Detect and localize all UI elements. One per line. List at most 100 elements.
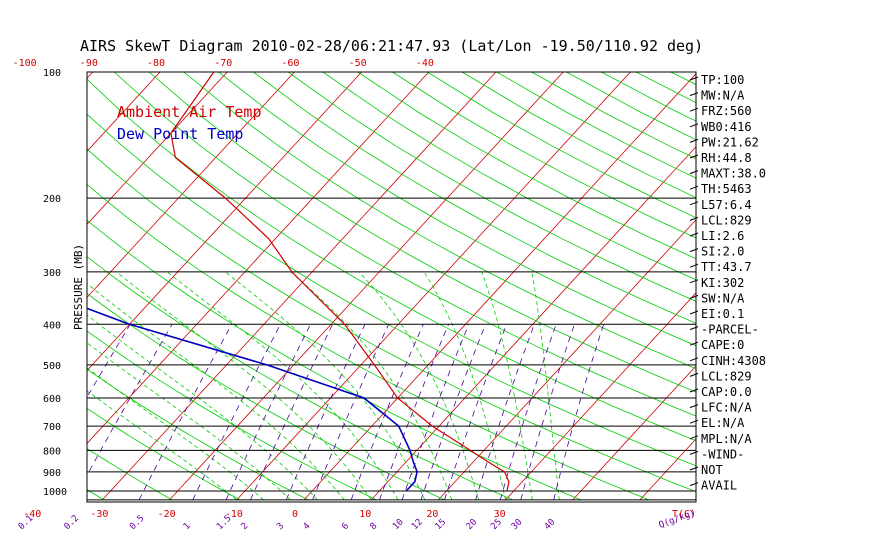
mixing-ratio-line — [499, 324, 557, 501]
moist-adiabat — [531, 271, 560, 500]
mixing-ratio-line — [138, 324, 233, 501]
mixing-ratio-line — [553, 324, 604, 500]
index-tick — [689, 294, 699, 299]
mixing-ratio-tick: 40 — [543, 517, 558, 532]
moist-adiabat — [166, 271, 399, 501]
index-tick — [689, 388, 699, 393]
top-temp-tick: -90 — [80, 58, 98, 69]
index-tick — [689, 482, 699, 487]
isotherm-line — [303, 73, 696, 501]
mixing-ratio-tick: 0.5 — [128, 514, 147, 533]
moist-adiabat — [481, 271, 533, 500]
mixing-ratio-tick: 6 — [340, 521, 351, 532]
index-tick — [689, 419, 699, 424]
index-tick — [689, 123, 699, 128]
index-tick — [689, 466, 699, 471]
dry-adiabat — [148, 72, 696, 393]
dry-adiabat — [87, 78, 696, 442]
dry-adiabat — [87, 113, 696, 467]
top-temp-tick: -50 — [349, 58, 367, 69]
index-tick — [689, 357, 699, 362]
pressure-tick-label: 500 — [43, 361, 61, 372]
mixing-ratio-tick: 12 — [410, 517, 425, 532]
top-temp-tick: -60 — [281, 58, 299, 69]
moist-adiabat — [358, 271, 480, 501]
mixing-ratio-line — [420, 324, 486, 501]
index-item: LFC:N/A — [701, 401, 752, 415]
dry-adiabat — [87, 407, 241, 501]
mixing-ratio-line — [475, 324, 535, 501]
index-tick — [689, 185, 699, 190]
index-item: MW:N/A — [701, 89, 745, 103]
pressure-tick-label: 600 — [43, 394, 61, 405]
ambient-temp-line — [170, 72, 510, 492]
index-item: CAP:0.0 — [701, 385, 752, 399]
index-item: EI:0.1 — [701, 307, 744, 321]
dry-adiabat — [87, 489, 105, 501]
dry-adiabat — [253, 72, 696, 324]
mixing-ratio-line — [312, 324, 389, 501]
dry-adiabat — [287, 72, 696, 302]
index-tick — [689, 310, 699, 315]
index-item: TT:43.7 — [701, 260, 752, 274]
isotherm-line — [87, 72, 362, 372]
index-tick — [689, 372, 699, 377]
bottom-temp-tick: -40 — [23, 509, 41, 520]
index-tick — [689, 76, 699, 81]
mixing-ratio-line — [379, 324, 449, 501]
bottom-temp-tick: -20 — [158, 509, 176, 520]
index-tick — [689, 92, 699, 97]
series-layer — [87, 72, 510, 492]
index-tick — [689, 154, 699, 159]
dry-adiabat — [322, 72, 696, 281]
pressure-lines — [87, 197, 696, 501]
moist-adiabat — [225, 271, 426, 501]
mixing-ratio-tick: 20 — [465, 517, 480, 532]
isotherm-line — [87, 72, 295, 299]
mixing-ratio-tick: 0.2 — [63, 514, 82, 533]
isotherm-line — [87, 72, 430, 445]
isotherm-line — [236, 72, 631, 501]
legend-ambient: Ambient Air Temp — [117, 103, 262, 121]
pressure-tick-label: 100 — [43, 68, 61, 79]
index-tick — [689, 279, 699, 284]
dew-point-line — [87, 307, 418, 492]
pressure-tick-label: 700 — [43, 422, 61, 433]
dry-adiabat — [0, 72, 36, 500]
dry-adiabat — [218, 72, 696, 347]
top-temp-tick: -100 — [13, 58, 37, 69]
pressure-tick-label: 300 — [43, 268, 61, 279]
index-item: CINH:4308 — [701, 354, 766, 368]
moist-adiabat — [87, 283, 345, 501]
moist-adiabat — [87, 367, 264, 501]
index-item: WB0:416 — [701, 120, 752, 134]
index-item: MPL:N/A — [701, 432, 752, 446]
top-temp-tick: -80 — [147, 58, 165, 69]
index-tick — [689, 404, 699, 409]
mixing-ratio-line — [250, 324, 333, 501]
index-item: SW:N/A — [701, 291, 745, 305]
index-item: EL:N/A — [701, 416, 745, 430]
dry-adiabat — [427, 72, 696, 219]
mixing-ratio-line — [520, 324, 575, 501]
moist-adiabat — [87, 342, 291, 501]
index-item: L57:6.4 — [701, 198, 752, 212]
mixing-ratio-line — [87, 324, 173, 477]
dry-adiabat — [87, 330, 377, 501]
legend-dewpoint: Dew Point Temp — [117, 125, 243, 143]
top-temp-tick: -40 — [416, 58, 434, 69]
dry-adiabat — [87, 148, 696, 493]
mixing-ratio-tick: 1 — [182, 521, 193, 532]
isotherm-line — [505, 292, 696, 501]
isotherm-line — [438, 219, 696, 501]
top-temp-tick: -70 — [214, 58, 232, 69]
bottom-temp-tick: 20 — [426, 509, 438, 520]
isotherm-line — [0, 72, 26, 500]
pressure-tick-label: 200 — [43, 194, 61, 205]
dry-adiabat — [87, 447, 173, 501]
moist-adiabat — [87, 314, 318, 501]
mixing-ratio-line — [192, 324, 281, 501]
index-tick — [689, 138, 699, 143]
index-item: FRZ:560 — [701, 104, 752, 118]
